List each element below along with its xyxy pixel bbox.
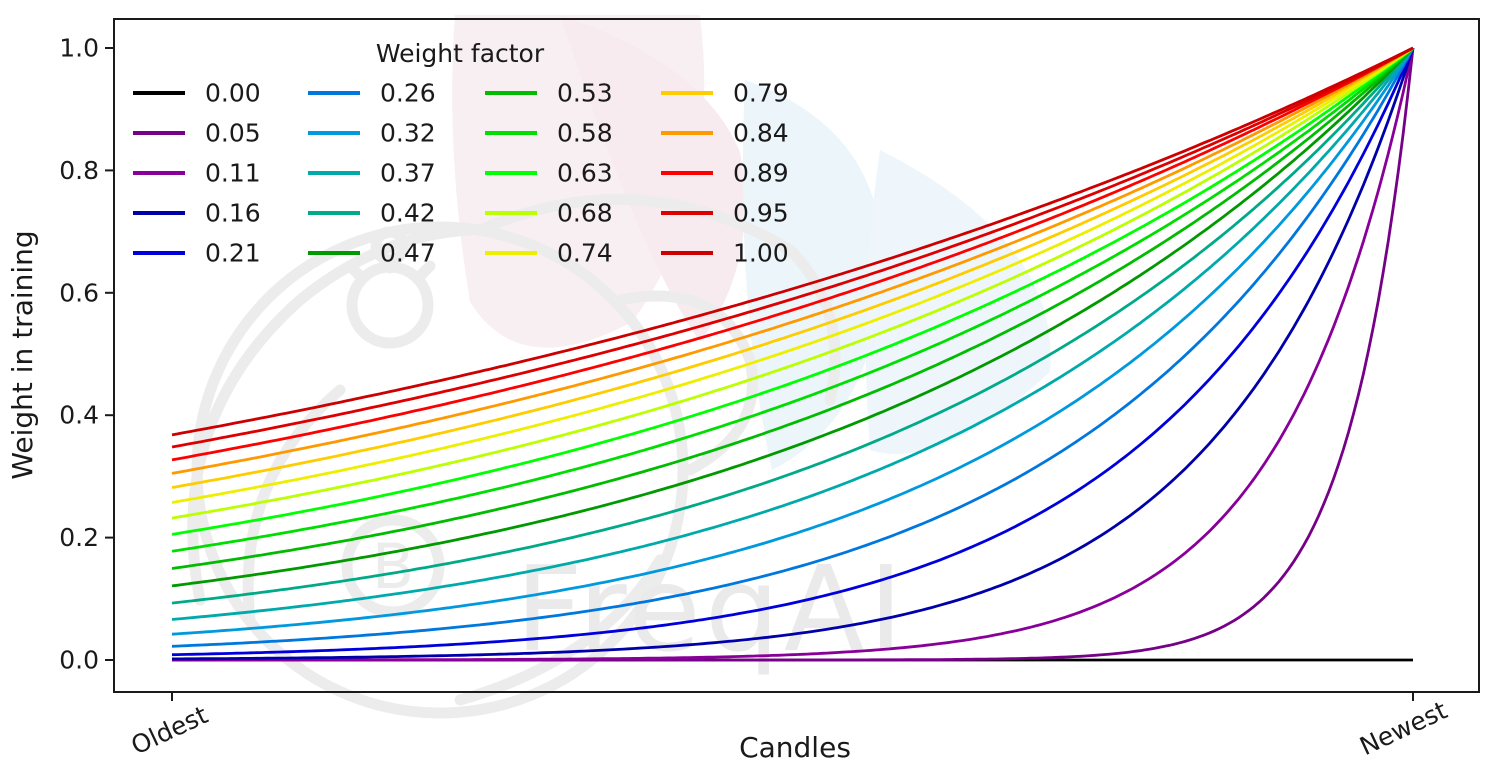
curves-group — [171, 46, 1415, 662]
curve-wf-0.95 — [171, 46, 1414, 449]
curve-wf-0.32 — [171, 47, 1415, 636]
curve-wf-0.11 — [172, 47, 1415, 662]
watermark-beak-curve — [614, 290, 758, 476]
curve-wf-0.47 — [171, 47, 1414, 588]
curve-wf-0.74 — [171, 46, 1414, 504]
watermark-stopwatch-ear — [412, 260, 436, 284]
legend-label-0.68: 0.68 — [557, 199, 613, 228]
curve-wf-0.16 — [172, 47, 1415, 661]
curve-wf-0.68 — [171, 46, 1414, 520]
ticks-group: 0.0 0.2 0.4 0.6 0.8 1.0 — [59, 34, 1414, 701]
watermark-wing-curve — [242, 384, 346, 626]
legend-items-group: 0.00 0.05 0.11 0.16 0.21 0.26 0.32 0.37 0.42 0.47… — [133, 79, 789, 268]
legend-label-0.58: 0.58 — [557, 119, 613, 148]
legend-label-0.16: 0.16 — [205, 199, 261, 228]
y-tick-label-0.8: 0.8 — [59, 156, 99, 185]
legend-label-1.00: 1.00 — [733, 239, 789, 268]
axes-frame — [113, 18, 1480, 693]
y-tick-label-0.2: 0.2 — [59, 523, 99, 552]
legend-label-0.63: 0.63 — [557, 159, 613, 188]
x-axis-label: Candles — [739, 731, 851, 764]
watermark-tail-curve — [454, 554, 666, 706]
legend-label-0.00: 0.00 — [205, 79, 261, 108]
curve-wf-0.37 — [171, 47, 1415, 621]
curve-wf-0.79 — [171, 46, 1414, 489]
legend-label-0.05: 0.05 — [205, 119, 261, 148]
watermark-head-curve — [474, 193, 841, 406]
curve-wf-0.42 — [171, 47, 1415, 605]
legend-label-0.37: 0.37 — [380, 159, 436, 188]
watermark-freqai-text: FreqAI — [515, 540, 907, 678]
legend-label-0.74: 0.74 — [557, 239, 613, 268]
curve-wf-0.63 — [171, 46, 1414, 536]
legend-label-0.26: 0.26 — [380, 79, 436, 108]
y-tick-label-0.0: 0.0 — [59, 646, 99, 675]
y-tick-label-0.4: 0.4 — [59, 401, 99, 430]
y-axis-label: Weight in training — [6, 230, 39, 479]
curve-wf-0.53 — [171, 46, 1414, 570]
watermark: B FreqAI — [187, 15, 1051, 719]
curve-wf-0.89 — [171, 46, 1414, 462]
legend-label-0.42: 0.42 — [380, 199, 436, 228]
curve-wf-0.84 — [171, 46, 1414, 475]
curve-wf-0.26 — [171, 47, 1415, 648]
legend-label-0.79: 0.79 — [733, 79, 789, 108]
legend-label-0.95: 0.95 — [733, 199, 789, 228]
watermark-wing-curve — [187, 224, 476, 606]
curve-wf-1.00 — [171, 46, 1414, 437]
legend-label-0.47: 0.47 — [380, 239, 436, 268]
watermark-pink-petal — [560, 15, 745, 342]
legend-label-0.32: 0.32 — [380, 119, 436, 148]
x-tick-label-oldest: Oldest — [127, 700, 213, 760]
legend-label-0.11: 0.11 — [205, 159, 261, 188]
curve-wf-0.21 — [171, 47, 1415, 657]
legend-label-0.84: 0.84 — [733, 119, 789, 148]
y-tick-label-1.0: 1.0 — [59, 34, 99, 63]
x-tick-label-newest: Newest — [1355, 695, 1451, 761]
legend-label-0.21: 0.21 — [205, 239, 261, 268]
y-tick-label-0.6: 0.6 — [59, 278, 99, 307]
curve-wf-0.58 — [171, 46, 1414, 553]
legend-label-0.53: 0.53 — [557, 79, 613, 108]
legend-title: Weight factor — [376, 39, 545, 68]
legend-label-0.89: 0.89 — [733, 159, 789, 188]
